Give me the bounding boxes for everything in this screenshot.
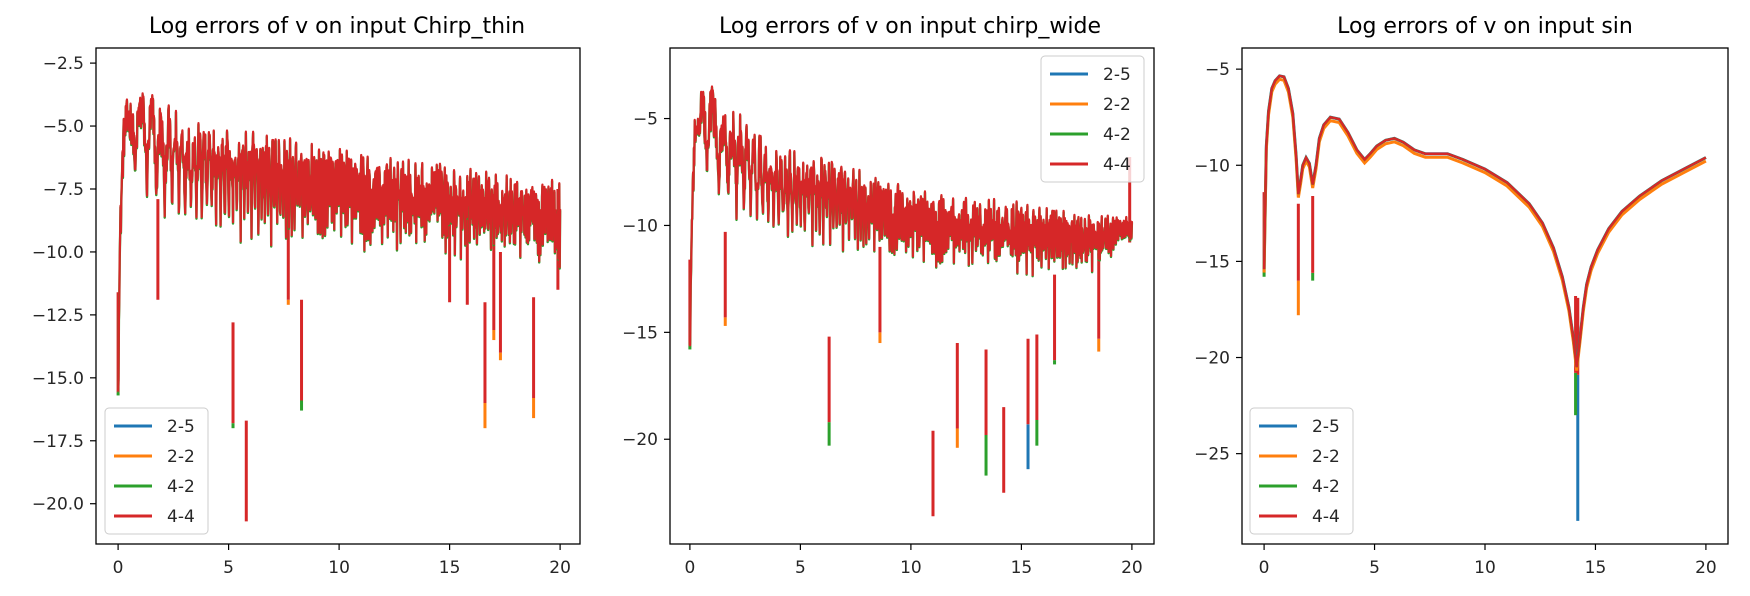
- panel-1-xtick-labels: 0 5 10 15 20: [113, 558, 571, 578]
- panel-3-ytick-labels: −25 −20 −15 −10 −5: [1194, 60, 1230, 465]
- panel-3-ytick-label: −15: [1194, 252, 1230, 272]
- panel-2-ytick-label: −20: [622, 430, 658, 450]
- panel-2-ytick-label: −15: [622, 323, 658, 343]
- panel-2-plot: [664, 85, 1134, 550]
- panel-3-xtick-label: 15: [1585, 558, 1607, 578]
- panel-3-legend: 2-5 2-2 4-2 4-4: [1249, 407, 1354, 535]
- panel-3-ytick-label: −25: [1194, 445, 1230, 465]
- series-layer: [116, 92, 562, 522]
- panel-3-ytick-label: −10: [1194, 156, 1230, 176]
- series-layer: [1262, 74, 1707, 521]
- panel-3-xtick-labels: 0 5 10 15 20: [1259, 558, 1717, 578]
- panel-2-xtick-label: 20: [1121, 558, 1143, 578]
- panel-1-xtick-label: 20: [549, 558, 571, 578]
- legend-label-2-5: 2-5: [1312, 417, 1340, 437]
- panel-2-frame: [669, 47, 1155, 545]
- series-line-2-2: [1262, 77, 1707, 371]
- panel-2-ytick-label: −10: [622, 216, 658, 236]
- panel-2-legend: 2-5 2-2 4-2 4-4: [1040, 55, 1145, 183]
- legend-label-2-2: 2-2: [1103, 95, 1131, 115]
- series-line-4-4: [688, 85, 1133, 347]
- legend-label-2-2: 2-2: [1312, 447, 1340, 467]
- legend-frame: [1249, 407, 1354, 535]
- panel-2-xtick-label: 10: [900, 558, 922, 578]
- panel-2-ytick-label: −5: [633, 110, 658, 130]
- panel-3-xtick-label: 20: [1695, 558, 1717, 578]
- panel-3-ytick-label: −20: [1194, 349, 1230, 369]
- panel-3-plot: [1236, 68, 1707, 550]
- panel-3-xtick-label: 10: [1474, 558, 1496, 578]
- panel-3-xtick-label: 5: [1369, 558, 1380, 578]
- legend-label-2-5: 2-5: [167, 417, 195, 437]
- legend-label-2-5: 2-5: [1103, 65, 1131, 85]
- axis-ticks: [664, 117, 1133, 550]
- axis-ticks: [1236, 68, 1707, 550]
- panel-2-xtick-label: 0: [684, 558, 695, 578]
- legend-label-2-2: 2-2: [167, 447, 195, 467]
- legend-label-4-4: 4-4: [1103, 155, 1131, 175]
- panel-1-ytick-labels: −20.0 −17.5 −15.0 −12.5 −10.0 −7.5 −5.0 …: [32, 54, 84, 515]
- panel-2-ytick-labels: −20 −15 −10 −5: [622, 110, 658, 451]
- legend-label-4-2: 4-2: [1312, 477, 1340, 497]
- legend-label-4-2: 4-2: [167, 477, 195, 497]
- panel-1-ytick-label: −20.0: [32, 495, 84, 515]
- legend-frame: [1040, 55, 1145, 183]
- panel-3-frame: [1241, 47, 1729, 545]
- panel-1-legend: 2-5 2-2 4-2 4-4: [104, 407, 209, 535]
- panel-1-ytick-label: −12.5: [32, 306, 84, 326]
- panel-1-ytick-label: −15.0: [32, 369, 84, 389]
- panel-1-ytick-label: −2.5: [43, 54, 84, 74]
- series-layer: [688, 85, 1134, 517]
- panel-1-plot: [90, 62, 562, 550]
- panel-1-xtick-label: 15: [439, 558, 461, 578]
- panel-2-xtick-labels: 0 5 10 15 20: [684, 558, 1142, 578]
- panel-1-xtick-label: 10: [328, 558, 350, 578]
- panel-1-ytick-label: −5.0: [43, 117, 84, 137]
- panel-1-ytick-label: −17.5: [32, 432, 84, 452]
- panel-2: Log errors of v on input chirp_wide 0 5 …: [622, 14, 1155, 578]
- panel-1: Log errors of v on input Chirp_thin 0 5 …: [32, 14, 581, 578]
- series-line-4-4: [1262, 74, 1707, 368]
- legend-label-4-2: 4-2: [1103, 125, 1131, 145]
- panel-2-xtick-label: 15: [1011, 558, 1033, 578]
- panel-1-frame: [95, 47, 581, 545]
- axis-ticks: [90, 62, 561, 550]
- legend-label-4-4: 4-4: [167, 507, 195, 527]
- legend-label-4-4: 4-4: [1312, 507, 1340, 527]
- panel-1-ytick-label: −7.5: [43, 180, 84, 200]
- panel-1-ytick-label: −10.0: [32, 243, 84, 263]
- panel-3-ytick-label: −5: [1205, 60, 1230, 80]
- series-line-4-4: [117, 92, 562, 392]
- panel-2-title: Log errors of v on input chirp_wide: [719, 14, 1101, 39]
- panel-1-xtick-label: 0: [113, 558, 124, 578]
- panel-1-title: Log errors of v on input Chirp_thin: [149, 14, 525, 39]
- panel-3: Log errors of v on input sin 0 5 10 15 2…: [1194, 14, 1729, 578]
- panel-3-xtick-label: 0: [1259, 558, 1270, 578]
- panel-2-xtick-label: 5: [795, 558, 806, 578]
- panel-1-xtick-label: 5: [223, 558, 234, 578]
- panel-3-title: Log errors of v on input sin: [1337, 14, 1633, 39]
- legend-frame: [104, 407, 209, 535]
